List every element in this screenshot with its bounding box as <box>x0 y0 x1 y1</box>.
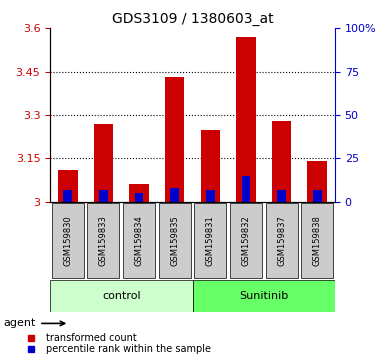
Text: GSM159830: GSM159830 <box>64 215 72 266</box>
Text: percentile rank within the sample: percentile rank within the sample <box>46 344 211 354</box>
Bar <box>50 280 192 312</box>
Text: GSM159832: GSM159832 <box>241 215 250 266</box>
Bar <box>99 190 108 202</box>
Text: GSM159837: GSM159837 <box>277 215 286 266</box>
Bar <box>135 193 144 202</box>
Bar <box>129 184 149 202</box>
Text: GSM159834: GSM159834 <box>135 215 144 266</box>
Bar <box>241 176 250 202</box>
Bar <box>313 190 321 202</box>
Bar <box>230 203 262 278</box>
Bar <box>206 190 215 202</box>
Text: Sunitinib: Sunitinib <box>239 291 288 301</box>
Bar <box>307 161 327 202</box>
Text: GSM159835: GSM159835 <box>170 215 179 266</box>
Bar <box>94 124 113 202</box>
Bar <box>201 130 220 202</box>
Bar <box>52 203 84 278</box>
Bar <box>170 188 179 202</box>
Bar <box>194 203 226 278</box>
Bar <box>192 280 335 312</box>
Bar <box>123 203 155 278</box>
Bar <box>277 190 286 202</box>
Text: transformed count: transformed count <box>46 333 137 343</box>
Text: control: control <box>102 291 141 301</box>
Bar <box>266 203 298 278</box>
Text: agent: agent <box>4 318 65 329</box>
Bar <box>64 190 72 202</box>
Title: GDS3109 / 1380603_at: GDS3109 / 1380603_at <box>112 12 273 26</box>
Text: GSM159838: GSM159838 <box>313 215 321 266</box>
Bar <box>272 121 291 202</box>
Bar <box>165 78 184 202</box>
Bar <box>159 203 191 278</box>
Bar <box>236 37 256 202</box>
Bar <box>301 203 333 278</box>
Text: GSM159833: GSM159833 <box>99 215 108 266</box>
Bar <box>87 203 119 278</box>
Bar <box>58 170 78 202</box>
Text: GSM159831: GSM159831 <box>206 215 215 266</box>
